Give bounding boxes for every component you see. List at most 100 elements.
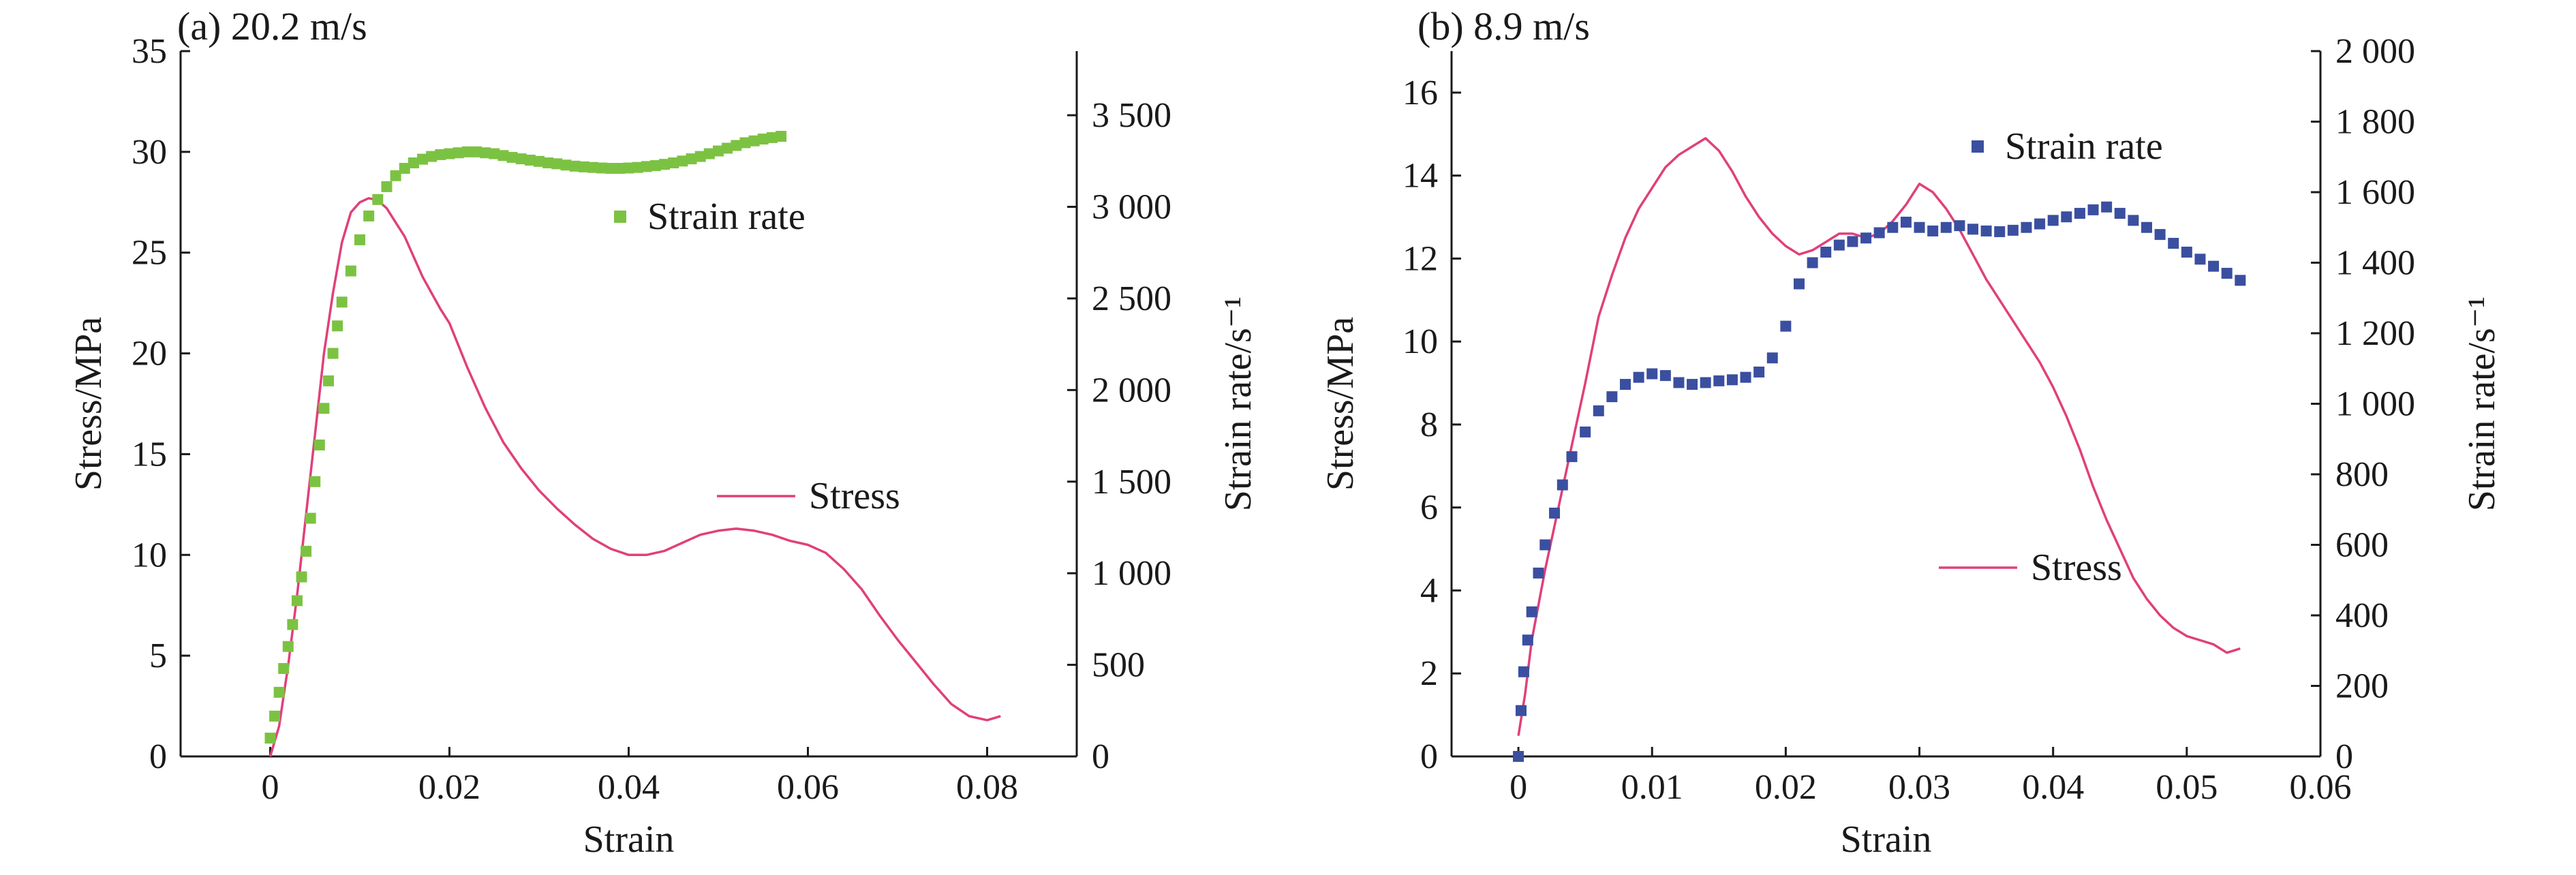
strain-rate-point: [551, 158, 563, 170]
y2-tick-label: 3 000: [1092, 188, 1171, 227]
y-tick-label: 15: [132, 435, 167, 474]
strain-rate-point: [2128, 215, 2139, 226]
stress-line: [269, 197, 1001, 757]
strain-rate-point: [659, 159, 671, 170]
x-tick-label: 0: [1509, 768, 1527, 807]
strain-rate-point: [506, 151, 518, 163]
strain-rate-point: [408, 157, 419, 168]
strain-rate-point: [1726, 374, 1738, 386]
y2-tick-label: 400: [2335, 596, 2389, 635]
strain-rate-point: [291, 595, 303, 607]
strain-rate-point: [1927, 225, 1939, 236]
strain-rate-point: [1522, 634, 1533, 646]
strain-rate-point: [2235, 275, 2246, 286]
y-tick-label: 6: [1420, 489, 1438, 527]
strain-rate-point: [332, 320, 343, 332]
strain-rate-point: [1954, 220, 1965, 232]
strain-rate-point: [435, 149, 446, 160]
x-tick-label: 0.08: [956, 768, 1018, 807]
strain-rate-point: [2141, 221, 2152, 233]
strain-rate-series: [264, 131, 787, 744]
y2-tick-label: 1 000: [2335, 385, 2415, 424]
y-tick-label: 5: [149, 636, 167, 675]
stress-series: [1517, 137, 2241, 736]
x-tick-label: 0: [262, 768, 279, 807]
strain-rate-point: [273, 686, 285, 698]
strain-rate-point: [2181, 246, 2192, 258]
strain-rate-point: [1967, 224, 1978, 235]
strain-rate-point: [776, 131, 787, 142]
chart-panel-a: (a) 20.2 m/s 0 0.02 0.04 0.06 0.08 0 5 10 15 20 25 3…: [67, 4, 1259, 861]
strain-rate-point: [1549, 507, 1561, 519]
y-tick-label: 4: [1420, 571, 1438, 610]
x-tick-label: 0.05: [2156, 768, 2218, 807]
strain-rate-point: [596, 162, 608, 174]
y2-tick-label: 1 400: [2335, 244, 2415, 283]
strain-rate-point: [2208, 260, 2220, 272]
strain-rate-point: [713, 145, 724, 157]
strain-rate-series: [1513, 201, 2246, 762]
strain-rate-point: [426, 151, 438, 162]
y2-tick-label: 2 000: [2335, 32, 2415, 71]
legend-stress-label: Stress: [809, 475, 900, 517]
y2-tick-label: 1 000: [1092, 554, 1171, 593]
strain-rate-point: [722, 142, 733, 154]
x-tick-label: 0.06: [777, 768, 839, 807]
strain-rate-point: [480, 147, 491, 159]
y-tick-label: 30: [132, 133, 167, 172]
strain-rate-point: [1914, 221, 1925, 233]
strain-rate-point: [2194, 254, 2206, 265]
strain-rate-point: [587, 162, 598, 173]
strain-rate-point: [318, 403, 330, 414]
strain-rate-point: [757, 134, 769, 145]
strain-rate-point: [301, 545, 312, 557]
strain-rate-point: [686, 153, 697, 165]
y2-tick-label: 200: [2335, 667, 2389, 706]
strain-rate-point: [313, 439, 325, 450]
strain-rate-point: [534, 155, 545, 167]
y-axis-label: Stress/MPa: [67, 317, 110, 491]
y-tick-label: 14: [1402, 157, 1438, 196]
strain-rate-point: [1539, 539, 1551, 551]
strain-rate-point: [296, 571, 307, 583]
strain-rate-point: [2087, 204, 2099, 215]
strain-rate-point: [1820, 246, 1832, 258]
y2-tick-label: 500: [1092, 646, 1145, 685]
strain-rate-point: [417, 153, 429, 165]
strain-rate-point: [1994, 226, 2006, 237]
chart-title: (b) 8.9 m/s: [1417, 4, 1590, 48]
x-tick-label: 0.04: [2022, 768, 2084, 807]
legend-strain-rate-marker: [1972, 140, 1984, 153]
strain-rate-point: [2114, 208, 2126, 219]
chart-panel-b: (b) 8.9 m/s0 0.01 0.02 0.03 0.04 0.05 0.060246…: [1319, 4, 2503, 861]
strain-rate-point: [2154, 229, 2166, 241]
strain-rate-point: [1740, 371, 1751, 383]
strain-rate-point: [748, 135, 760, 147]
strain-rate-point: [1606, 391, 1618, 403]
strain-rate-point: [1518, 666, 1529, 677]
strain-rate-point: [1673, 377, 1685, 388]
y-tick-label: 25: [132, 234, 167, 273]
strain-rate-point: [282, 641, 294, 652]
strain-rate-point: [1659, 370, 1671, 382]
x-tick-label: 0.02: [418, 768, 480, 807]
strain-rate-point: [2034, 218, 2046, 230]
legend-strain-rate-marker: [614, 211, 626, 223]
strain-rate-point: [2074, 208, 2085, 219]
strain-rate-point: [694, 151, 706, 162]
strain-rate-point: [632, 162, 643, 173]
strain-rate-point: [2061, 211, 2072, 223]
y-tick-label: 2: [1420, 654, 1438, 693]
y-tick-label: 0: [149, 737, 167, 776]
legend-strain-rate-label: Strain rate: [647, 196, 806, 238]
y2-tick-label: 2 500: [1092, 279, 1171, 318]
strain-rate-point: [1646, 368, 1658, 380]
y-tick-label: 12: [1402, 239, 1438, 278]
strain-rate-point: [605, 163, 617, 174]
strain-rate-point: [461, 146, 473, 157]
x-tick-label: 0.02: [1755, 768, 1817, 807]
strain-rate-point: [1620, 379, 1631, 390]
strain-rate-point: [2221, 268, 2233, 279]
strain-rate-point: [1873, 227, 1885, 239]
